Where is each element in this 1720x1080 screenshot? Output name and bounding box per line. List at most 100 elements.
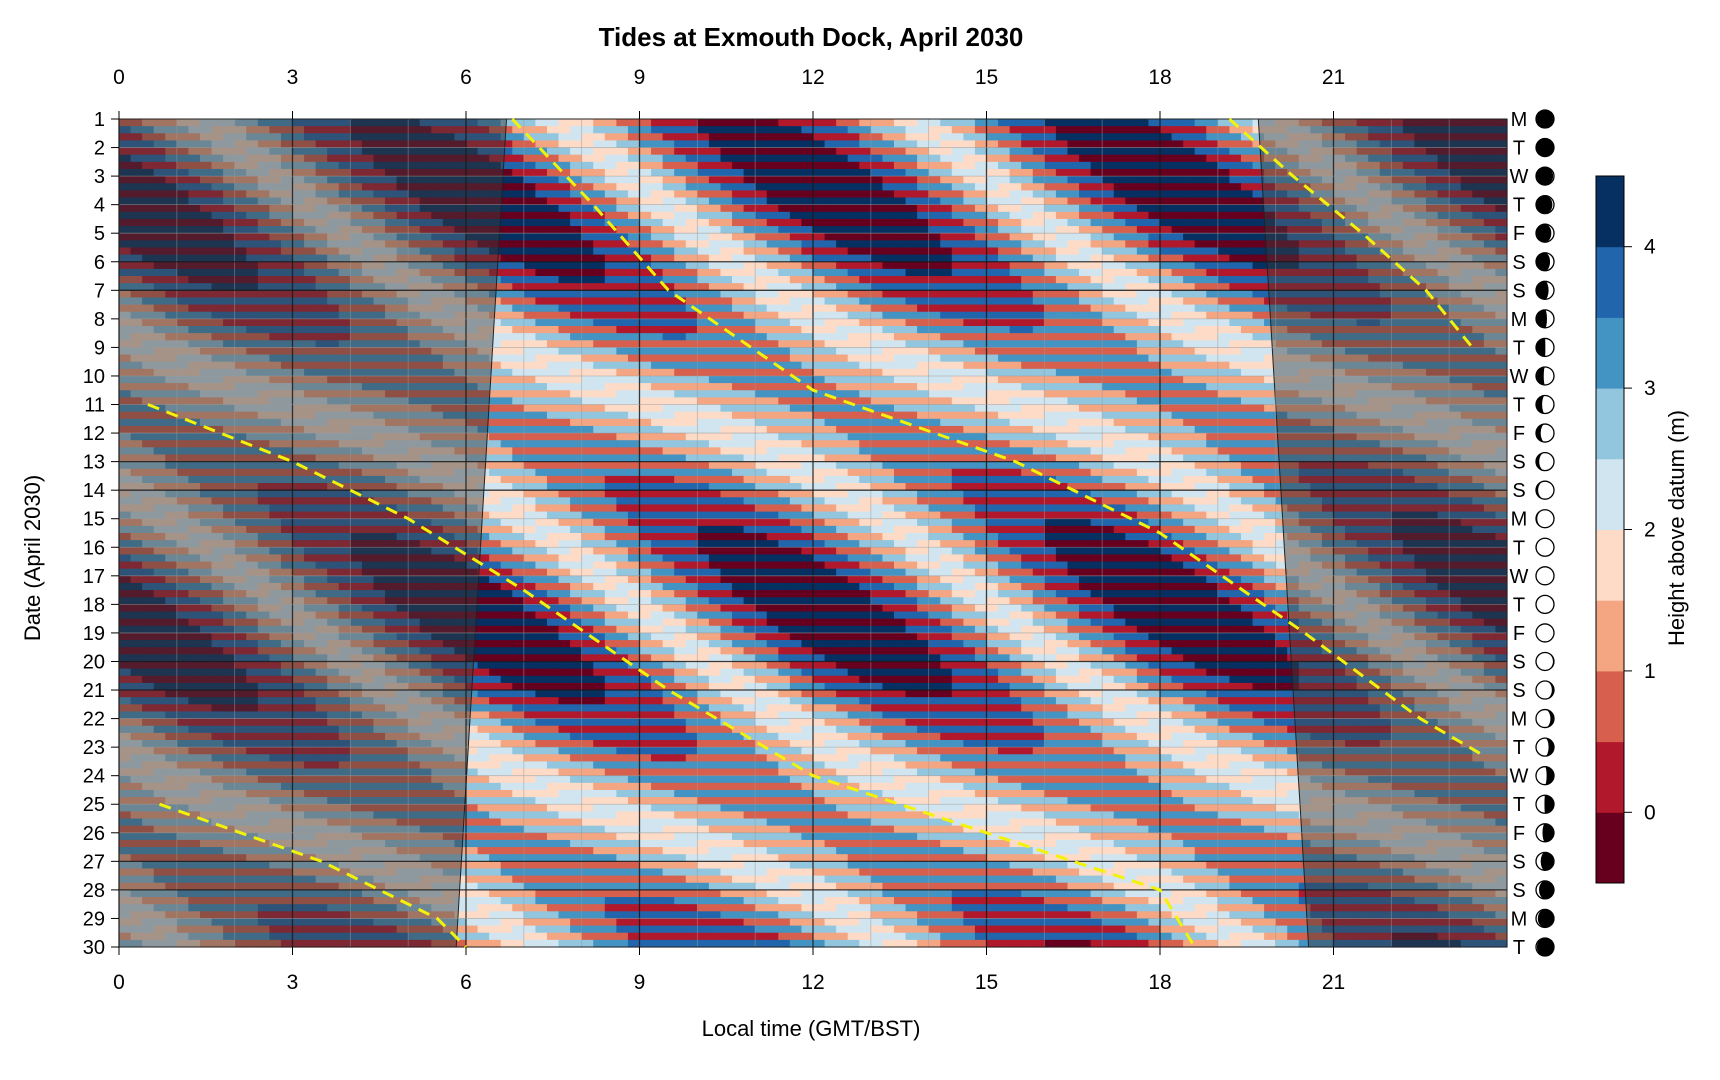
heatmap-cell bbox=[986, 218, 999, 227]
heatmap-cell bbox=[1055, 290, 1069, 299]
heatmap-cell bbox=[662, 383, 675, 391]
heatmap-cell bbox=[766, 261, 779, 270]
heatmap-cell bbox=[1321, 247, 1335, 256]
heatmap-cell bbox=[639, 176, 652, 184]
heatmap-cell bbox=[836, 276, 849, 284]
heatmap-cell bbox=[720, 254, 733, 263]
heatmap-cell bbox=[940, 290, 953, 299]
heatmap-cell bbox=[732, 240, 745, 249]
heatmap-cell bbox=[708, 333, 722, 341]
heatmap-cell bbox=[1437, 233, 1450, 241]
heatmap-cell bbox=[1032, 126, 1045, 134]
heatmap-cell bbox=[396, 240, 409, 249]
heatmap-cell bbox=[685, 368, 698, 377]
heatmap-cell bbox=[1055, 333, 1069, 341]
heatmap-cell bbox=[1055, 183, 1069, 191]
heatmap-cell bbox=[292, 154, 305, 163]
heatmap-cell bbox=[546, 226, 560, 234]
heatmap-cell bbox=[223, 304, 236, 313]
heatmap-cell bbox=[755, 176, 768, 184]
heatmap-cell bbox=[454, 276, 467, 284]
heatmap-cell bbox=[315, 197, 328, 206]
heatmap-cell bbox=[824, 368, 837, 377]
heatmap-cell bbox=[1472, 140, 1485, 149]
heatmap-cell bbox=[523, 183, 536, 191]
heatmap-cell bbox=[1067, 247, 1080, 256]
heatmap-cell bbox=[361, 318, 375, 327]
heatmap-cell bbox=[570, 383, 583, 391]
heatmap-cell bbox=[419, 168, 432, 177]
heatmap-cell bbox=[651, 126, 664, 134]
heatmap-cell bbox=[1426, 311, 1439, 320]
heatmap-cell bbox=[1044, 397, 1057, 406]
heatmap-cell bbox=[523, 326, 536, 334]
heatmap-cell bbox=[500, 218, 513, 227]
heatmap-cell bbox=[974, 404, 988, 413]
heatmap-cell bbox=[153, 226, 166, 234]
heatmap-cell bbox=[651, 404, 664, 413]
heatmap-cell bbox=[500, 411, 513, 420]
heatmap-cell bbox=[338, 226, 351, 234]
heatmap-cell bbox=[1460, 261, 1473, 270]
heatmap-cell bbox=[998, 218, 1011, 227]
heatmap-cell bbox=[500, 311, 513, 320]
heatmap-cell bbox=[119, 290, 132, 299]
heatmap-cell bbox=[1460, 126, 1473, 134]
heatmap-cell bbox=[651, 204, 664, 213]
heatmap-cell bbox=[732, 390, 745, 398]
heatmap-cell bbox=[859, 240, 872, 249]
heatmap-cell bbox=[1368, 247, 1381, 256]
heatmap-cell bbox=[616, 383, 629, 391]
heatmap-cell bbox=[917, 368, 930, 377]
heatmap-cell bbox=[662, 233, 675, 241]
heatmap-cell bbox=[1217, 140, 1230, 149]
heatmap-cell bbox=[882, 240, 895, 249]
heatmap-cell bbox=[963, 290, 976, 299]
heatmap-cell bbox=[1287, 126, 1300, 134]
heatmap-cell bbox=[1021, 147, 1034, 156]
heatmap-cell bbox=[917, 261, 930, 270]
heatmap-cell bbox=[477, 119, 490, 127]
heatmap-cell bbox=[1009, 261, 1022, 270]
heatmap-cell bbox=[1044, 276, 1057, 284]
heatmap-cell bbox=[1171, 397, 1184, 406]
heatmap-cell bbox=[1426, 133, 1439, 142]
heatmap-cell bbox=[1160, 233, 1173, 241]
heatmap-cell bbox=[951, 226, 964, 234]
heatmap-cell bbox=[651, 154, 664, 163]
heatmap-cell bbox=[280, 218, 294, 227]
heatmap-cell bbox=[674, 390, 687, 398]
heatmap-cell bbox=[1171, 297, 1184, 306]
heatmap-cell bbox=[385, 261, 398, 270]
heatmap-cell bbox=[431, 326, 444, 334]
heatmap-cell bbox=[570, 347, 583, 356]
heatmap-cell bbox=[604, 190, 617, 199]
heatmap-cell bbox=[1009, 233, 1022, 241]
heatmap-cell bbox=[1345, 247, 1358, 256]
heatmap-cell bbox=[697, 204, 710, 213]
heatmap-cell bbox=[1194, 326, 1207, 334]
heatmap-cell bbox=[627, 154, 641, 163]
heatmap-cell bbox=[766, 340, 779, 349]
heatmap-cell bbox=[1090, 254, 1103, 263]
heatmap-cell bbox=[512, 247, 525, 256]
heatmap-cell bbox=[1079, 126, 1092, 134]
heatmap-cell bbox=[546, 183, 560, 191]
heatmap-cell bbox=[1356, 304, 1369, 313]
heatmap-cell bbox=[743, 204, 756, 213]
heatmap-cell bbox=[789, 126, 803, 134]
heatmap-cell bbox=[176, 197, 189, 206]
heatmap-cell bbox=[604, 154, 617, 163]
heatmap-cell bbox=[1125, 204, 1138, 213]
heatmap-cell bbox=[1113, 297, 1126, 306]
heatmap-cell bbox=[419, 311, 432, 320]
heatmap-cell bbox=[1368, 233, 1381, 241]
heatmap-cell bbox=[257, 183, 270, 191]
heatmap-cell bbox=[1171, 361, 1184, 370]
heatmap-cell bbox=[1229, 333, 1242, 341]
heatmap-cell bbox=[512, 147, 525, 156]
heatmap-cell bbox=[165, 226, 178, 234]
heatmap-cell bbox=[211, 261, 224, 270]
heatmap-cell bbox=[512, 390, 525, 398]
heatmap-cell bbox=[720, 411, 733, 420]
